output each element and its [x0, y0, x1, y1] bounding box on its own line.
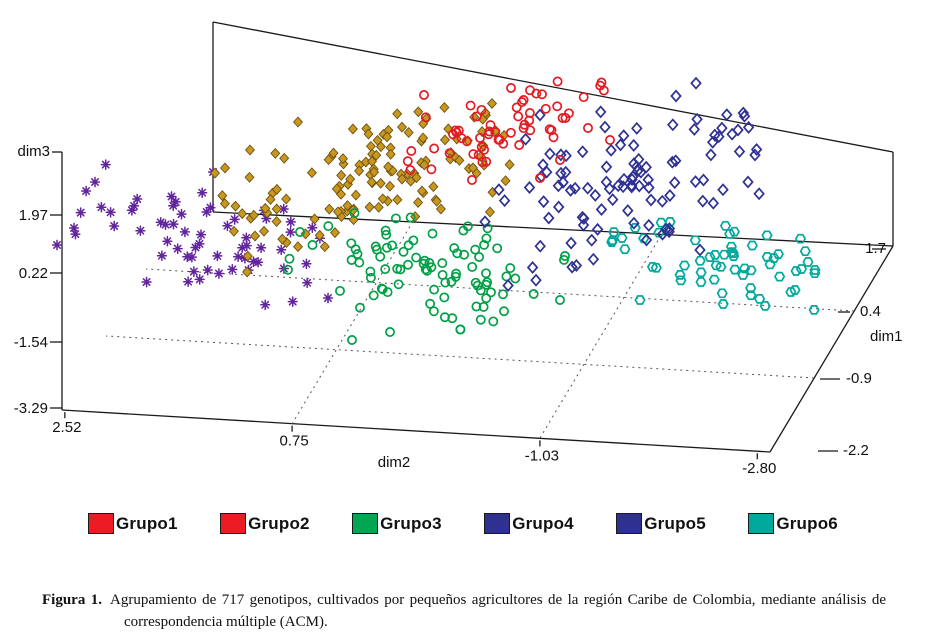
- legend-swatch-grupo1: [88, 513, 114, 534]
- dim3-axis-label: dim3: [17, 143, 50, 160]
- legend-item-grupo6: Grupo6: [748, 513, 838, 534]
- legend-item-grupo2: Grupo2: [220, 513, 310, 534]
- cluster-purple-stars: [51, 159, 334, 311]
- dim2-tick-label: -2.80: [742, 460, 776, 477]
- legend-swatch-grupo3: [352, 513, 379, 534]
- dim1-tick-label: 0.4: [860, 303, 881, 320]
- dim2-tick-label: -1.03: [525, 447, 559, 464]
- cluster-green-open-circles: [283, 208, 570, 345]
- figure-caption-label: Figura 1.: [42, 592, 103, 608]
- legend-item-grupo1: Grupo1: [88, 513, 178, 534]
- dim1-tick-label: -0.9: [846, 370, 872, 387]
- legend-label-grupo6: Grupo6: [776, 513, 838, 533]
- dim2-tick-label: 0.75: [279, 433, 308, 450]
- legend-label-grupo1: Grupo1: [116, 513, 178, 533]
- figure-caption: Figura 1. Agrupamiento de 717 genotipos, …: [42, 590, 886, 634]
- dim1-axis-label: dim1: [870, 328, 903, 345]
- legend-swatch-grupo4: [484, 513, 511, 534]
- dim2-axis-label: dim2: [378, 454, 411, 471]
- legend: Grupo1 Grupo2 Grupo3 Grupo4 Grupo5 Grupo…: [0, 513, 926, 534]
- legend-label-grupo4: Grupo4: [512, 513, 574, 533]
- legend-label-grupo2: Grupo2: [248, 513, 310, 533]
- dim2-tick-label: 2.52: [52, 419, 81, 436]
- scatter-3d-plot: 1.97 0.22 -1.54 -3.29 dim3 2.52 0.75 -1.03 -2.80…: [14, 21, 903, 477]
- legend-item-grupo3: Grupo3: [352, 513, 442, 534]
- legend-item-grupo5: Grupo5: [616, 513, 706, 534]
- cluster-red-open-circles: [402, 76, 615, 185]
- legend-swatch-grupo6: [748, 513, 775, 534]
- figure-caption-text: Agrupamiento de 717 genotipos, cultivado…: [110, 592, 886, 630]
- legend-label-grupo3: Grupo3: [380, 513, 442, 533]
- cluster-gold-filled-diamonds: [209, 98, 515, 278]
- dim3-tick-label: -1.54: [14, 334, 48, 351]
- dim1-tick-label: -2.2: [843, 442, 869, 459]
- cluster-navy-open-diamonds: [479, 76, 765, 292]
- dim3-tick-label: 0.22: [19, 265, 48, 282]
- dim1-tick-label: 1.7: [865, 240, 886, 257]
- legend-swatch-grupo5: [616, 513, 643, 534]
- legend-swatch-grupo2: [220, 513, 247, 534]
- cluster-teal-open-hexagons: [606, 217, 821, 315]
- legend-label-grupo5: Grupo5: [644, 513, 706, 533]
- legend-item-grupo4: Grupo4: [484, 513, 574, 534]
- dim3-tick-label: -3.29: [14, 400, 48, 417]
- dim3-tick-label: 1.97: [19, 207, 48, 224]
